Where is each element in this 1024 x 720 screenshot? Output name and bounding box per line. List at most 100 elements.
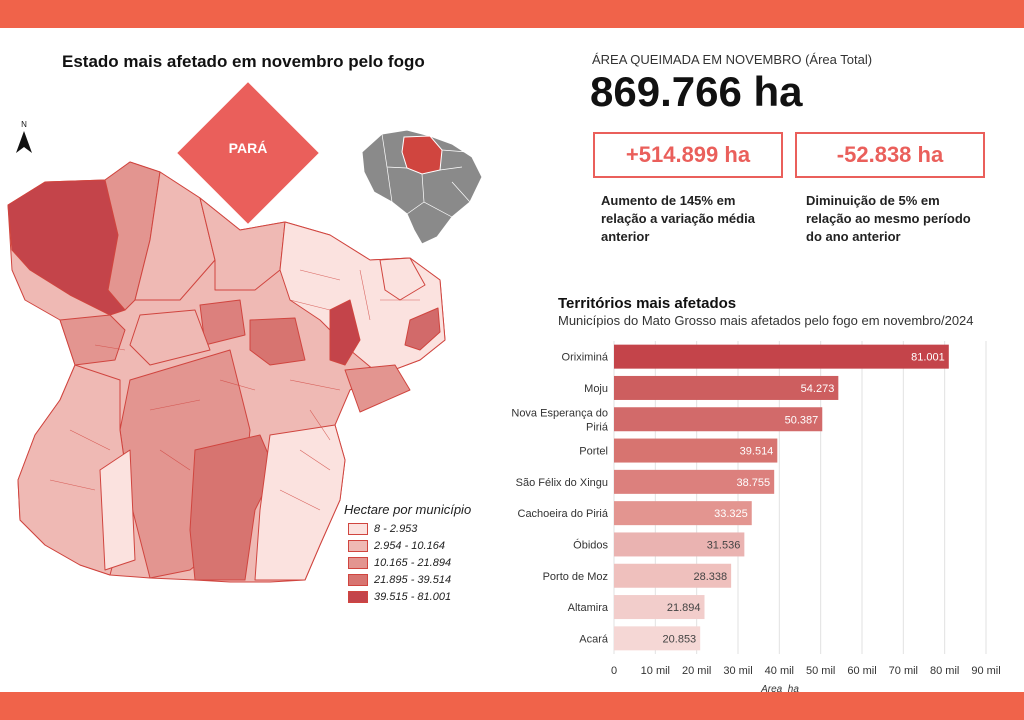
bottom-accent-band bbox=[0, 692, 1024, 720]
map-region-itaituba bbox=[17, 364, 131, 576]
legend-title: Hectare por município bbox=[344, 502, 472, 517]
x-axis-label: Area_ha bbox=[760, 684, 799, 692]
x-tick-label: 20 mil bbox=[682, 665, 711, 677]
legend-item: 8 - 2.953 bbox=[348, 520, 451, 537]
legend-label: 2.954 - 10.164 bbox=[374, 539, 445, 552]
map-region-moju bbox=[329, 299, 361, 366]
category-label-line: Moju bbox=[584, 383, 608, 395]
x-tick-label: 90 mil bbox=[971, 665, 1000, 677]
category-label: Porto de Moz bbox=[543, 571, 608, 583]
bar bbox=[614, 563, 732, 588]
category-label: Acará bbox=[579, 633, 609, 645]
legend-swatch bbox=[348, 573, 368, 586]
x-tick-label: 30 mil bbox=[723, 665, 752, 677]
bar bbox=[614, 626, 701, 651]
bar-value-label: 50.387 bbox=[785, 414, 819, 426]
bar bbox=[614, 438, 778, 463]
bar-value-label: 38.755 bbox=[737, 477, 771, 489]
legend-item: 2.954 - 10.164 bbox=[348, 537, 451, 554]
x-tick-label: 50 mil bbox=[806, 665, 835, 677]
category-label-line: Porto de Moz bbox=[543, 571, 608, 583]
brazil-locator-map bbox=[361, 129, 483, 245]
legend-label: 21.895 - 39.514 bbox=[374, 573, 452, 586]
kpi-increase-box: +514.899 ha bbox=[593, 132, 783, 178]
kpi-increase-note: Aumento de 145% em relação a variação mé… bbox=[601, 193, 755, 244]
map-region-almeirim bbox=[199, 197, 286, 291]
bar bbox=[614, 501, 752, 526]
north-arrow-icon: N bbox=[12, 120, 36, 160]
chart-title: Territórios mais afetados bbox=[558, 295, 737, 312]
north-label: N bbox=[21, 120, 27, 129]
bar-value-label: 21.894 bbox=[667, 602, 701, 614]
kpi-label: ÁREA QUEIMADA EM NOVEMBRO (Área Total) bbox=[592, 52, 873, 67]
bar-value-label: 31.536 bbox=[707, 539, 741, 551]
legend-item: 21.895 - 39.514 bbox=[348, 571, 451, 588]
map-legend: 8 - 2.953 2.954 - 10.164 10.165 - 21.894… bbox=[348, 520, 451, 605]
bar-chart: 0 10 mil 20 mil 30 mil 40 mil 50 mil 60 mil 70 … bbox=[511, 341, 1001, 692]
bar-value-label: 33.325 bbox=[714, 508, 748, 520]
x-tick-label: 60 mil bbox=[847, 665, 876, 677]
legend-item: 10.165 - 21.894 bbox=[348, 554, 451, 571]
legend-label: 8 - 2.953 bbox=[374, 522, 418, 535]
category-label-line: Oriximiná bbox=[562, 352, 609, 364]
category-label: Nova Esperança do Piriá bbox=[511, 407, 608, 433]
legend-label: 39.515 - 81.001 bbox=[374, 590, 452, 603]
bar bbox=[614, 595, 705, 620]
map-border-lines bbox=[49, 269, 420, 511]
legend-item: 39.515 - 81.001 bbox=[348, 588, 451, 605]
map-region-central bbox=[129, 309, 211, 366]
x-tick-label: 70 mil bbox=[889, 665, 918, 677]
category-label-line: Altamira bbox=[568, 602, 609, 614]
legend-swatch bbox=[348, 522, 368, 535]
brazil-para-highlight bbox=[401, 135, 443, 175]
category-label: Moju bbox=[584, 383, 608, 395]
kpi-total-value: 869.766 ha bbox=[590, 68, 803, 115]
map-region-nova-esperanca-do-piria bbox=[404, 307, 441, 351]
state-label: PARÁ bbox=[228, 140, 268, 156]
map-region-central-west bbox=[59, 314, 126, 366]
legend-swatch bbox=[348, 590, 368, 603]
category-label-line: São Félix do Xingu bbox=[516, 477, 608, 489]
bar-value-label: 39.514 bbox=[740, 446, 774, 458]
bar bbox=[614, 375, 839, 400]
category-label: Cachoeira do Piriá bbox=[518, 508, 609, 520]
kpi-decrease-box: -52.838 ha bbox=[795, 132, 985, 178]
bar bbox=[614, 532, 745, 557]
category-label-line: Cachoeira do Piriá bbox=[518, 508, 609, 520]
bar-value-label: 20.853 bbox=[663, 633, 697, 645]
category-label-line: Portel bbox=[579, 446, 608, 458]
bar-value-label: 28.338 bbox=[693, 571, 727, 583]
brazil-state-borders bbox=[381, 133, 471, 218]
bar-value-label: 54.273 bbox=[801, 383, 835, 395]
bar bbox=[614, 469, 775, 494]
map-region-sao-felix-do-xingu bbox=[189, 434, 276, 581]
category-label: Óbidos bbox=[573, 538, 608, 551]
category-label: Portel bbox=[579, 446, 608, 458]
map-region-portel bbox=[249, 317, 306, 366]
top-accent-band bbox=[0, 0, 1024, 28]
chart-subtitle: Municípios do Mato Grosso mais afetados … bbox=[558, 313, 974, 328]
x-tick-label: 40 mil bbox=[765, 665, 794, 677]
kpi-decrease-note: Diminuição de 5% em relação ao mesmo per… bbox=[806, 193, 971, 244]
category-label-line: Nova Esperança do bbox=[511, 407, 608, 419]
x-tick-label: 10 mil bbox=[641, 665, 670, 677]
bar-value-label: 81.001 bbox=[911, 352, 945, 364]
bar bbox=[614, 344, 949, 369]
category-label: Altamira bbox=[568, 602, 609, 614]
map-region-maraba bbox=[344, 364, 411, 413]
category-label-line: Piriá bbox=[586, 421, 609, 433]
legend-swatch bbox=[348, 539, 368, 552]
bar bbox=[614, 407, 823, 432]
category-label: São Félix do Xingu bbox=[516, 477, 608, 489]
category-label: Oriximiná bbox=[562, 352, 609, 364]
map-region-belem-area bbox=[379, 257, 426, 301]
para-municipalities-map bbox=[7, 161, 446, 583]
x-tick-label: 80 mil bbox=[930, 665, 959, 677]
category-label-line: Óbidos bbox=[573, 538, 608, 551]
map-region-southeast-cluster bbox=[254, 424, 346, 581]
category-label-line: Acará bbox=[579, 633, 609, 645]
legend-swatch bbox=[348, 556, 368, 569]
legend-label: 10.165 - 21.894 bbox=[374, 556, 452, 569]
map-region-jacareacanga bbox=[99, 449, 136, 571]
map-title: Estado mais afetado em novembro pelo fog… bbox=[62, 52, 425, 71]
